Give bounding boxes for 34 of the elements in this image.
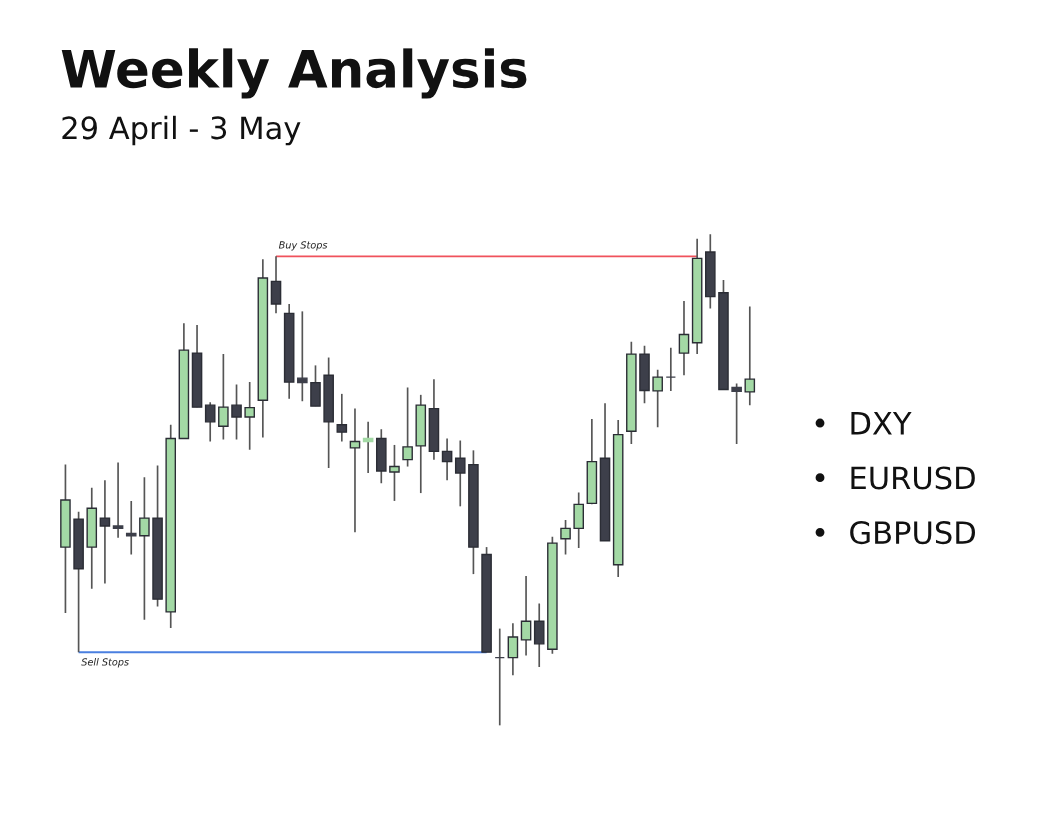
candlestick [218,353,229,441]
candlestick [310,364,321,407]
candlestick [441,437,453,482]
candlestick [454,439,466,508]
candlestick [665,346,677,392]
candlestick [204,401,216,443]
ref-line-label: Buy Stops [278,241,328,251]
candlestick [533,602,545,668]
candlestick [349,407,361,534]
text: • GBPUSD [815,521,976,545]
candlestick [520,575,532,657]
candlestick [678,300,690,377]
candlestick [112,461,124,539]
candlestick [139,476,150,621]
candlestick [652,368,663,429]
candlestick [99,479,111,585]
candlestick [336,393,348,443]
chart-title: Weekly Analysis [61,48,527,99]
candlestick [560,519,571,556]
candlestick [494,627,506,727]
candlestick [389,444,400,502]
candlestick [244,381,255,451]
ref-line-label: Sell Stops [81,658,129,668]
candlestick [402,386,413,468]
candlestick [507,622,519,677]
candlestick [362,421,374,474]
candlestick [744,305,756,406]
text: • DXY [815,412,912,435]
chart-subtitle: 29 April - 3 May [62,115,301,146]
candlestick [231,383,242,441]
text: • EURUSD [815,466,975,490]
candlestick [731,382,742,445]
candlestick [270,255,282,315]
candlestick [297,310,308,403]
